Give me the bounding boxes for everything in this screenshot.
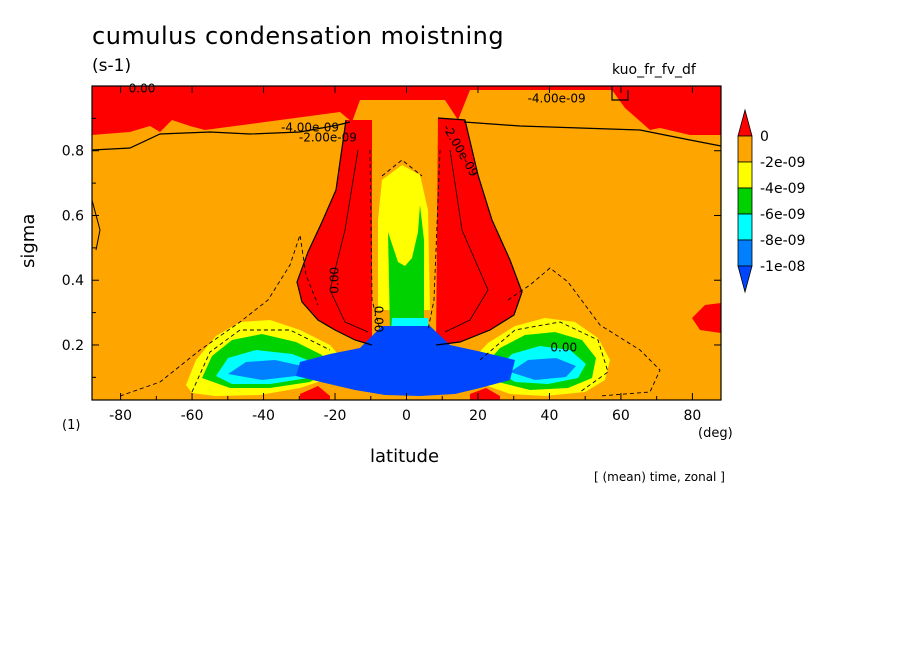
x-tick-label: -40 [252, 408, 275, 424]
fill-green-center [388, 205, 424, 330]
x-tick-label: 0 [402, 408, 411, 424]
x-tick-label: 60 [612, 408, 630, 424]
legend-label: -4e-09 [760, 181, 805, 197]
variable-name: kuo_fr_fv_df [612, 62, 696, 78]
x-tick-label: -60 [181, 408, 204, 424]
legend-label: -8e-09 [760, 233, 805, 249]
y-tick-label: 0.2 [62, 338, 84, 354]
contour-label: 0.00 [328, 267, 342, 294]
y-tick-label: 0.4 [62, 273, 84, 289]
fill-red-top-band [92, 86, 721, 135]
y-tick-label: 0.8 [62, 144, 84, 160]
fill-red-right-column [436, 118, 522, 345]
contour-fill-layer [92, 86, 721, 400]
fill-red-right-edge [692, 303, 721, 333]
chart-units: (s-1) [92, 56, 132, 76]
y-tick-label: 0.6 [62, 208, 84, 224]
x-axis: -80 -60 -40 -20 0 20 40 60 80 [109, 86, 701, 424]
legend-swatch-top [737, 108, 753, 137]
averaging-note: [ (mean) time, zonal ] [594, 470, 725, 484]
legend-label: -6e-09 [760, 207, 805, 223]
x-tick-label: -20 [324, 408, 347, 424]
x-tick-label: -80 [109, 408, 132, 424]
fill-red-bottom-notch [300, 386, 330, 400]
contour-label: -4.00e-09 [528, 91, 586, 105]
legend-swatch [737, 187, 753, 215]
contour-left-edge [92, 199, 101, 251]
legend-label: -1e-08 [760, 259, 805, 275]
legend-label: -2e-09 [760, 155, 805, 171]
contour-label: -4.00e-09 [281, 121, 339, 135]
contour-inner-right [444, 149, 489, 333]
x-tick-label: 40 [541, 408, 559, 424]
contour-dashed-lobes [191, 321, 609, 393]
legend-label: 0 [760, 129, 769, 145]
contour-label: -2.00e-09 [299, 130, 357, 144]
legend-swatch [737, 239, 753, 267]
fill-darkblue-center [296, 326, 515, 396]
legend-swatch-bottom [737, 265, 753, 294]
x-axis-units: (deg) [698, 426, 733, 441]
contour-lines [92, 86, 721, 397]
legend-swatch [737, 161, 753, 189]
contour-label: 0.00 [550, 341, 577, 355]
contour-label: 0.00 [371, 306, 385, 333]
legend-swatch [737, 135, 753, 163]
contour-dashed-center [369, 149, 441, 331]
contour-label: 0.00 [129, 82, 156, 96]
x-tick-label: 20 [469, 408, 487, 424]
legend-swatch [737, 213, 753, 241]
contour-zero-right-column [435, 117, 523, 346]
fill-blue-right-lobe [510, 358, 576, 380]
contour-right-edge-box [611, 86, 629, 101]
contour-inner-left [329, 149, 369, 333]
fill-blue-left-lobe [228, 360, 302, 380]
y-axis: 0.2 0.4 0.6 0.8 [62, 117, 721, 378]
z-units-label: (1) [62, 418, 81, 433]
fill-red-left-column [297, 120, 372, 345]
chart-title: cumulus condensation moistning [92, 22, 505, 50]
contour-dashed-outer [119, 234, 661, 397]
contour-zero-left-column [296, 119, 373, 346]
contour-zero-top [92, 121, 721, 151]
color-legend: 0 -2e-09 -4e-09 -6e-09 -8e-09 -1e-08 [737, 108, 805, 294]
x-axis-label: latitude [370, 446, 440, 467]
x-tick-label: 80 [683, 408, 701, 424]
